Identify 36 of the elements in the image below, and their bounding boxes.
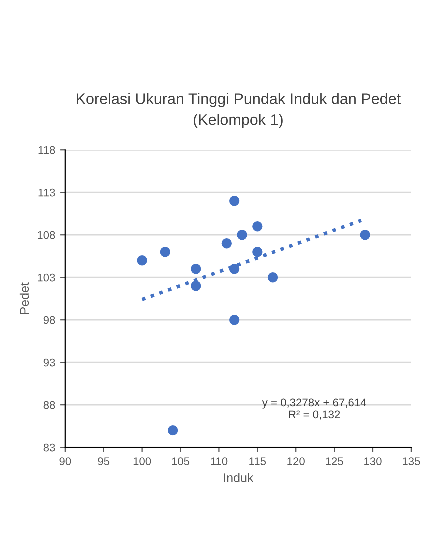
point	[230, 315, 240, 326]
y-axis-title: Pedet	[20, 282, 30, 314]
x-tick-label: 130	[364, 458, 382, 466]
y-tick-label: 113	[38, 188, 56, 197]
annotation: y = 0,3278x + 67,614 R² = 0,132	[262, 398, 366, 420]
x-tick-label: 105	[172, 458, 190, 466]
point	[252, 247, 263, 258]
point	[237, 230, 248, 240]
chart-title: Korelasi Ukuran Tinggi Pundak Induk dan Pedet (Kelompok 1)	[77, 93, 401, 128]
y-tick-label: 88	[44, 401, 56, 410]
x-tick-label: 110	[211, 458, 228, 466]
point	[230, 264, 240, 274]
x-tick-label: 125	[326, 458, 344, 466]
point	[191, 281, 202, 292]
point	[360, 230, 370, 240]
y-tick-label: 103	[38, 274, 56, 282]
x-tick-label: 100	[134, 458, 152, 466]
x-axis-title: Induk	[224, 473, 254, 482]
point	[222, 238, 232, 249]
x-tick-label: 135	[403, 458, 420, 466]
y-tick-label: 108	[38, 231, 56, 240]
y-tick-label: 118	[38, 146, 56, 154]
point	[230, 196, 240, 206]
x-tick-label: 95	[98, 458, 110, 466]
y-tick-label: 98	[44, 316, 56, 324]
point	[191, 264, 202, 274]
point	[137, 256, 148, 266]
x-tick-label: 120	[288, 458, 305, 466]
x-tick-label: 115	[250, 458, 266, 466]
y-tick-label: 83	[44, 444, 56, 452]
point	[252, 222, 263, 232]
x-tick-label: 90	[60, 458, 72, 466]
point	[160, 247, 170, 258]
y-tick-label: 93	[44, 358, 56, 367]
point	[168, 425, 178, 436]
point	[268, 272, 278, 283]
